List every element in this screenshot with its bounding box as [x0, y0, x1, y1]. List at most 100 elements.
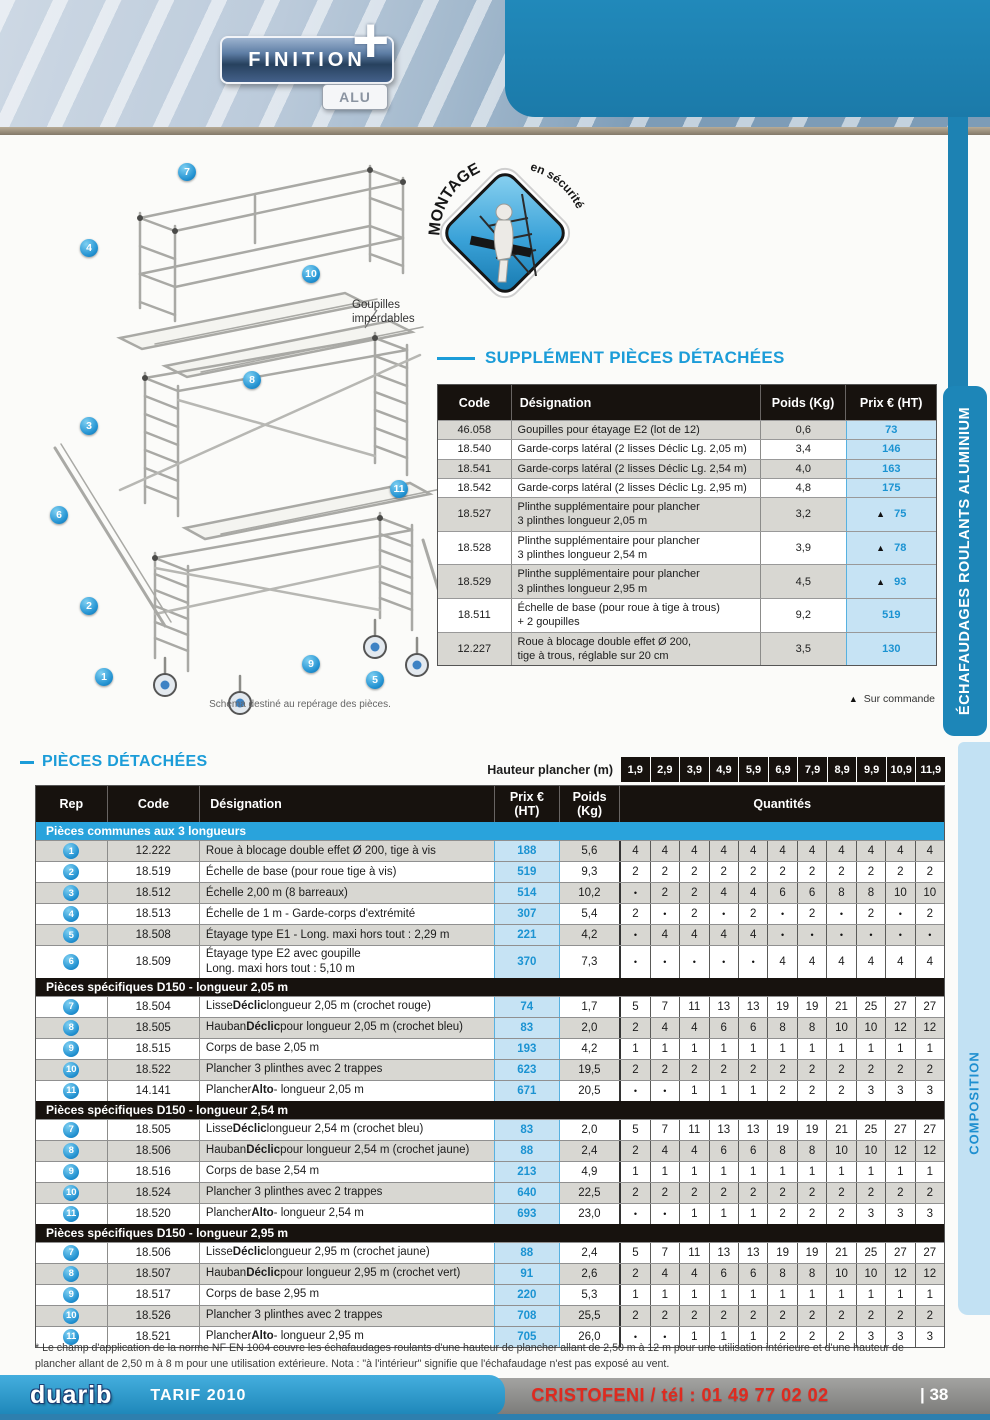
code-cell: 18.515	[108, 1038, 200, 1059]
price-cell: 519	[845, 598, 936, 632]
quantity-cell: 2	[632, 908, 639, 920]
weight-cell: 3,2	[760, 498, 845, 531]
table-row: 18.528 Plinthe supplémentaire pour planch…	[438, 530, 936, 565]
quantity-cells: • 4 4 4 4 • • • • • •	[619, 925, 944, 945]
quantity-cell: 2	[649, 1182, 679, 1203]
rep-cell: 10	[36, 1305, 108, 1326]
quantity-cell: 1	[632, 1042, 639, 1055]
quantity-cell: 2	[826, 1182, 855, 1203]
code-cell: 18.521	[108, 1326, 200, 1347]
table-row: 18.541 Garde-corps latéral (2 lisses Décl…	[438, 458, 936, 478]
rep-cell: 7	[36, 996, 108, 1017]
height-column: 8,9	[827, 757, 857, 782]
quantity-cell: 2	[737, 1059, 767, 1080]
price-value: 146	[882, 443, 901, 456]
rep-cell: 8	[36, 1263, 108, 1284]
quantity-cell: •	[826, 904, 855, 924]
supplement-title-row: SUPPLÉMENT PIÈCES DÉTACHÉES	[437, 348, 785, 368]
table-row: 3 18.512 Échelle 2,00 m (8 barreaux) 514 10,…	[36, 882, 944, 903]
price-value: 75	[894, 508, 907, 521]
rep-cell: 1	[36, 841, 108, 861]
code-cell: 12.227	[438, 632, 512, 666]
code-cell: 14.141	[108, 1080, 200, 1101]
quantity-cell: 4	[767, 946, 796, 978]
quantity-cell: 2	[885, 862, 914, 882]
quantity-cell: 3	[855, 1203, 885, 1224]
footnote: * Le champ d'application de la norme NF …	[35, 1342, 904, 1370]
quantity-cell: 4	[737, 883, 767, 903]
designation-cell: Hauban Déclic pour longueur 2,95 m (croc…	[205, 1267, 461, 1280]
quantity-cell: 6	[708, 1017, 738, 1038]
quantity-cell: 12	[914, 1263, 944, 1284]
rep-number-badge: 11	[63, 1082, 80, 1099]
quantity-cell: 2	[796, 862, 826, 882]
quantity-cell: •	[679, 946, 708, 978]
quantity-cell: 10	[914, 883, 944, 903]
price-cell: 146	[845, 440, 936, 459]
price-cell: 83	[494, 1017, 560, 1038]
price-cell: 73	[845, 421, 936, 440]
code-cell: 18.508	[108, 925, 200, 945]
quantity-cell: 4	[855, 841, 885, 861]
alu-badge: ALU	[322, 84, 388, 110]
price-value: 78	[894, 542, 907, 555]
table-row: 5 18.508 Étayage type E1 - Long. maxi hors…	[36, 924, 944, 945]
rep-cell: 11	[36, 1080, 108, 1101]
plus-icon: +	[352, 4, 390, 76]
quantity-cell: •	[708, 946, 738, 978]
callout-badge-3: 3	[80, 417, 98, 435]
quantity-cell: 2	[767, 1203, 796, 1224]
quantity-cell: 2	[855, 862, 885, 882]
quantity-cell: 21	[826, 1119, 855, 1140]
height-column: 10,9	[886, 757, 916, 782]
quantity-cell: 1	[679, 1038, 708, 1059]
parts-table: Rep Code Désignation Prix € (HT) Poids (…	[35, 785, 945, 1348]
quantity-cell: 2	[796, 1059, 826, 1080]
right-blue-strip	[948, 117, 968, 397]
quantity-cell: 3	[914, 1080, 944, 1101]
quantity-cell: 6	[708, 1140, 738, 1161]
quantity-cell: 1	[708, 1038, 738, 1059]
quantity-cell: 4	[649, 1140, 679, 1161]
rep-number-badge: 8	[63, 1142, 80, 1159]
quantity-cell: 1	[767, 1284, 796, 1305]
weight-cell: 9,3	[581, 866, 598, 878]
callout-badge-1: 1	[95, 668, 113, 686]
quantity-cell: 2	[826, 1203, 855, 1224]
code-cell: 18.505	[108, 1017, 200, 1038]
weight-cell: 4,5	[760, 565, 845, 598]
quantity-cell: 2	[826, 1080, 855, 1101]
height-column: 7,9	[798, 757, 827, 782]
price-cell: 221	[494, 925, 560, 945]
table-row: 10 18.524 Plancher 3 plinthes avec 2 trapp…	[36, 1181, 944, 1203]
quantity-cell: •	[885, 925, 914, 945]
col-header-quantites: Quantités	[619, 786, 944, 822]
quantity-cell: •	[633, 930, 637, 940]
code-cell: 18.528	[438, 531, 512, 565]
title-dash	[20, 760, 34, 764]
code-cell: 18.504	[108, 996, 200, 1017]
designation-cell: Roue à blocage double effet Ø 200, tige …	[517, 635, 692, 662]
quantity-cell: 6	[737, 1263, 767, 1284]
quantity-cell: 2	[914, 1305, 944, 1326]
quantity-cell: 10	[885, 883, 914, 903]
quantity-cell: 6	[737, 1140, 767, 1161]
quantity-cell: 1	[885, 1284, 914, 1305]
rep-number-badge: 9	[63, 1286, 80, 1303]
table-row: 9 18.516 Corps de base 2,54 m 213 4,9 1 1 1 1 1 1 1…	[36, 1160, 944, 1182]
quantity-cell: 4	[679, 1017, 708, 1038]
height-column: 4,9	[709, 757, 739, 782]
table-row: 46.058 Goupilles pour étayage E2 (lot de …	[438, 420, 936, 440]
quantity-cell: 4	[737, 925, 767, 945]
parts-title-row: PIÈCES DÉTACHÉES	[20, 753, 207, 771]
quantity-cell: 7	[649, 1119, 679, 1140]
supplement-title: SUPPLÉMENT PIÈCES DÉTACHÉES	[485, 348, 785, 367]
quantity-cell: 3	[885, 1326, 914, 1347]
quantity-cell: 6	[796, 883, 826, 903]
quantity-cell: 1	[649, 1038, 679, 1059]
price-cell: 83	[494, 1119, 560, 1140]
quantity-cell: •	[767, 904, 796, 924]
